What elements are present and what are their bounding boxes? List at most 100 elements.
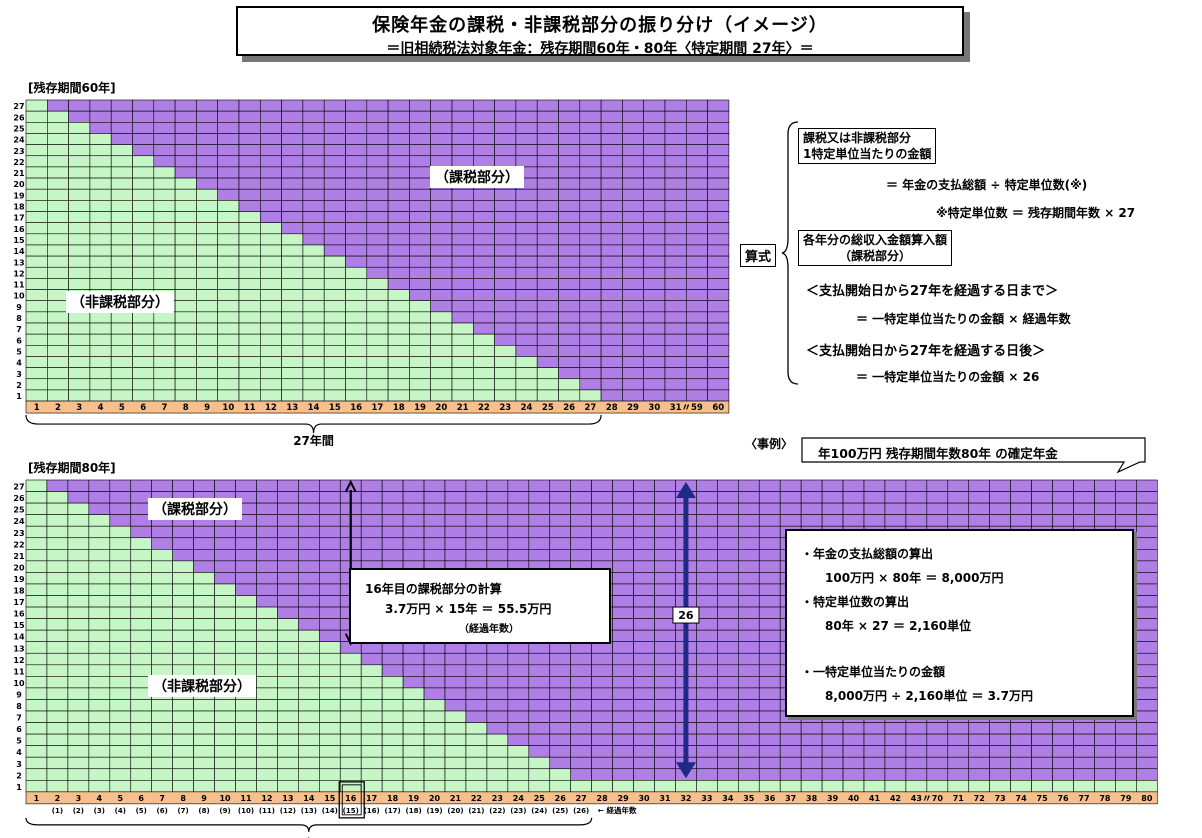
grid-cell	[507, 722, 530, 735]
grid-cell	[281, 121, 304, 134]
grid-cell	[821, 514, 844, 527]
title-box: 保険年金の課税・非課税部分の振り分け（イメージ） ＝旧相続税法対象年金：残存期間…	[236, 6, 964, 57]
grid-cell	[46, 188, 69, 201]
grid-cell	[110, 110, 133, 123]
grid-cell	[68, 177, 91, 190]
grid-cell	[409, 255, 431, 268]
grid-cell	[151, 779, 173, 793]
grid-cell	[323, 211, 346, 223]
grid-cell	[507, 745, 530, 758]
grid-cell	[696, 779, 718, 793]
grid-cell	[1010, 768, 1032, 781]
grid-cell	[256, 722, 278, 735]
grid-cell	[153, 255, 176, 268]
grid-cell	[132, 244, 155, 257]
row-label: 23	[13, 147, 24, 156]
grid-cell	[387, 244, 410, 257]
grid-cell	[193, 606, 215, 619]
grid-cell	[1052, 514, 1074, 527]
grid-cell	[88, 560, 111, 573]
grid-cell	[89, 333, 112, 346]
grid-cell	[259, 188, 282, 201]
grid-cell	[196, 322, 218, 335]
grid-cell	[612, 560, 634, 573]
grid-cell	[193, 745, 215, 758]
grid-cell	[109, 710, 132, 723]
grid-cell	[298, 502, 320, 515]
grid-cell	[151, 652, 173, 666]
grid-cell	[238, 155, 261, 168]
grid-cell	[779, 779, 802, 793]
grid-cell	[193, 652, 215, 666]
grid-cell	[235, 756, 257, 770]
grid-cell	[214, 641, 236, 654]
elapsed-year-label: (2)	[73, 807, 84, 815]
grid-cell	[259, 266, 282, 279]
grid-cell	[132, 211, 155, 223]
grid-cell	[664, 233, 687, 246]
grid-cell	[323, 144, 346, 157]
grid-cell	[591, 479, 613, 492]
grid-cell	[465, 652, 488, 666]
grid-cell	[600, 211, 623, 223]
grid-cell	[238, 389, 261, 402]
grid-cell	[193, 525, 215, 539]
grid-cell	[110, 121, 133, 134]
grid-cell	[172, 733, 194, 746]
grid-cell	[151, 618, 173, 631]
grid-cell	[737, 595, 760, 608]
grid-cell	[643, 311, 666, 324]
grid-cell	[46, 502, 69, 515]
grid-cell	[863, 745, 886, 758]
grid-cell	[536, 211, 559, 223]
grid-cell	[174, 244, 197, 257]
grid-cell	[89, 367, 112, 380]
grid-cell	[46, 699, 69, 712]
grid-cell	[507, 768, 530, 781]
grid-cell	[238, 367, 261, 380]
grid-cell	[323, 244, 346, 257]
grid-cell	[947, 756, 970, 770]
grid-cell	[88, 768, 111, 781]
grid-cell	[89, 322, 112, 335]
grid-cell	[381, 537, 404, 550]
x-tick-label: 33	[701, 794, 712, 803]
grid-cell	[494, 356, 517, 368]
grid-cell	[88, 664, 111, 677]
grid-cell	[1073, 768, 1095, 781]
grid-cell	[717, 722, 739, 735]
grid-cell	[302, 356, 325, 368]
grid-cell	[600, 121, 623, 134]
grid-cell	[486, 687, 509, 700]
grid-cell	[345, 177, 368, 190]
grid-cell	[622, 155, 645, 168]
grid-cell	[109, 676, 132, 689]
x-tick-label: 10	[219, 794, 231, 803]
grid-cell	[68, 322, 91, 335]
grid-cell	[256, 514, 278, 527]
grid-cell	[259, 244, 282, 257]
grid-cell	[494, 99, 517, 112]
grid-cell	[302, 166, 325, 179]
row-label: 7	[16, 714, 22, 723]
x-tick-label: 60	[712, 403, 724, 413]
grid-cell	[696, 687, 718, 700]
grid-cell	[821, 733, 844, 746]
grid-cell	[579, 389, 602, 402]
grid-cell	[1094, 745, 1116, 758]
grid-cell	[1073, 479, 1095, 492]
grid-cell	[67, 699, 90, 712]
top-grid-chart: 2726252423222120191817161514131211109876…	[13, 99, 730, 446]
grid-cell	[968, 722, 991, 735]
formula-box-income: 各年分の総収入金額算入額 （課税部分）	[798, 230, 953, 266]
grid-cell	[515, 345, 538, 357]
grid-cell	[423, 699, 446, 712]
grid-cell	[360, 768, 383, 781]
grid-cell	[1115, 745, 1137, 758]
grid-cell	[758, 629, 781, 642]
grid-cell	[779, 502, 802, 515]
grid-cell	[88, 595, 111, 608]
grid-cell	[217, 311, 240, 324]
x-tick-label: 80	[1141, 794, 1153, 803]
grid-cell	[643, 222, 666, 235]
